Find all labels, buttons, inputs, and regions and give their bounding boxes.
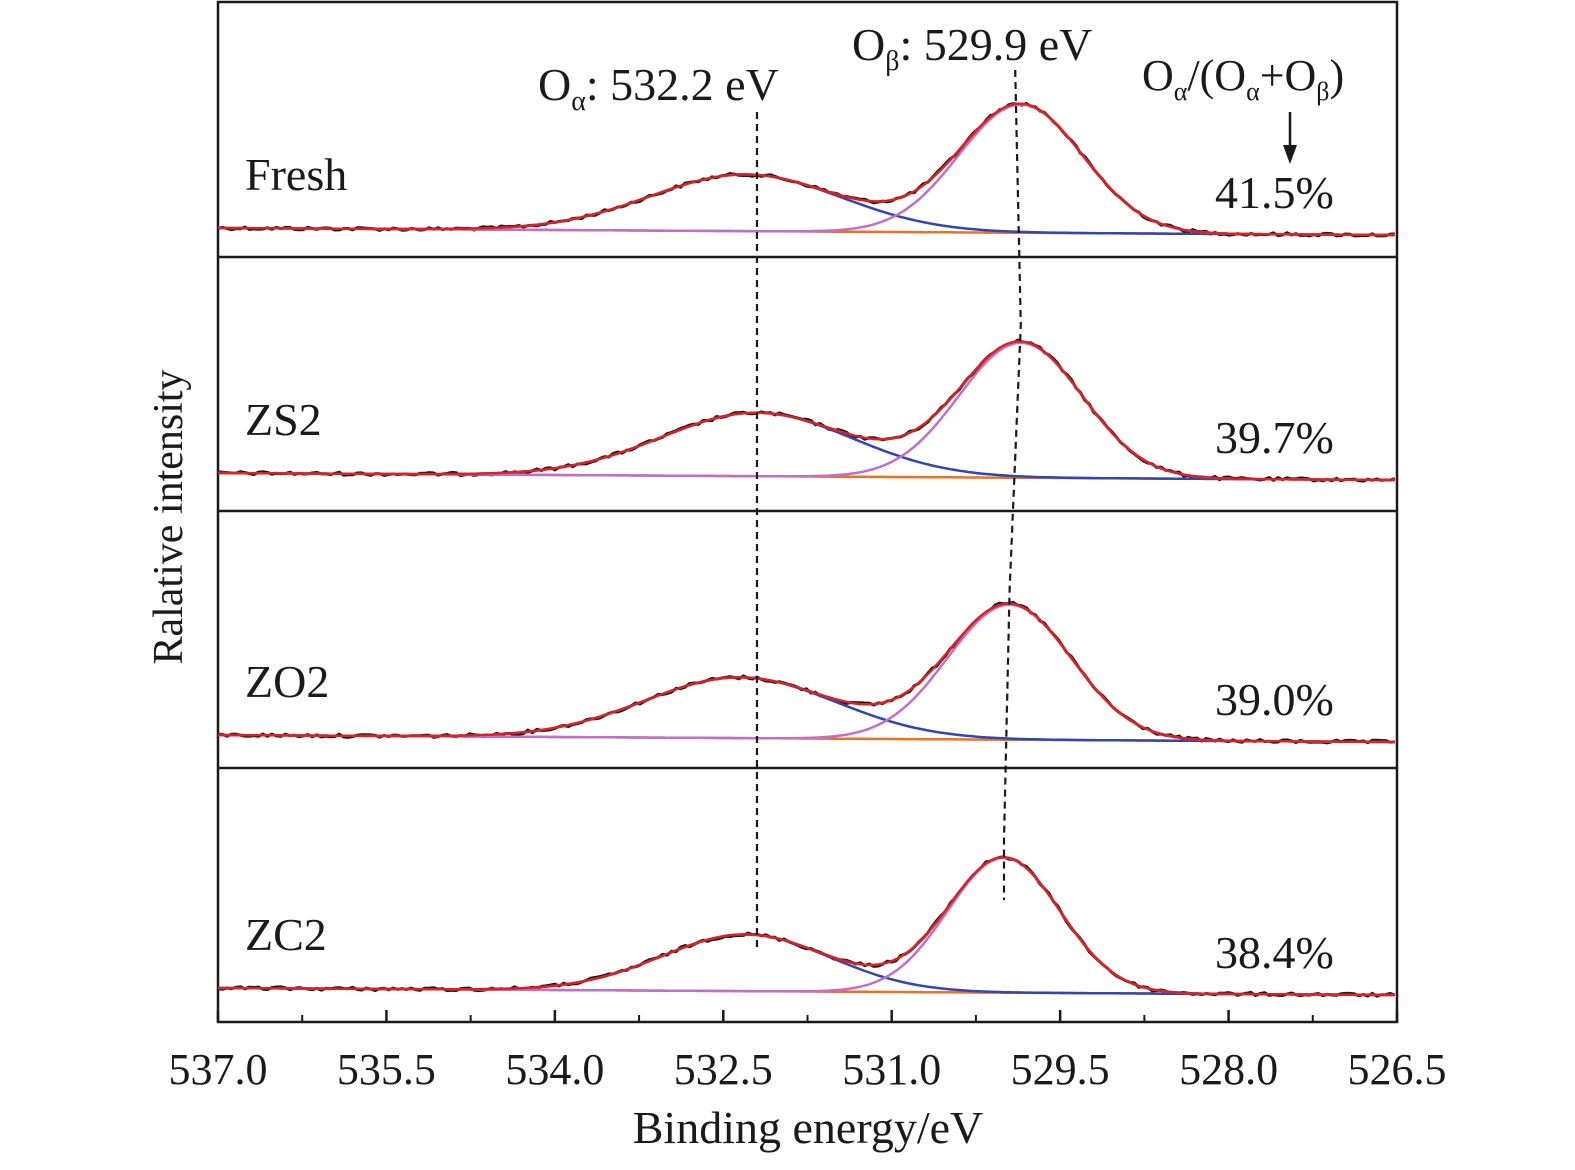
o-beta-symbol: O: [852, 19, 885, 70]
fitted-envelope-zc2: [218, 855, 1395, 997]
x-tick-label: 537.0: [169, 1045, 268, 1094]
x-tick-label: 529.5: [1011, 1045, 1110, 1094]
sample-label: ZC2: [245, 909, 327, 960]
y-axis-label: Ralative intensity: [146, 369, 192, 664]
x-tick-label: 531.0: [842, 1045, 941, 1094]
ratio-end: ): [1330, 51, 1345, 100]
sample-label: ZS2: [245, 394, 322, 445]
fitted-envelope-zs2: [218, 340, 1395, 482]
x-tick-label: 535.5: [337, 1045, 436, 1094]
oxygen-ratio-value: 39.7%: [1215, 412, 1334, 463]
fitted-envelope-zo2: [218, 602, 1395, 744]
ratio-s3: β: [1316, 77, 1329, 106]
o-beta-marker-line: [1002, 69, 1022, 900]
x-tick-label: 534.0: [505, 1045, 604, 1094]
ratio-s2: α: [1246, 77, 1260, 106]
o-beta-annotation: Oβ: 529.9 eV: [852, 19, 1092, 77]
ratio-header: Oα/(Oα+Oβ): [1142, 51, 1344, 106]
ratio-arrow: [1283, 112, 1297, 164]
o-alpha-value: : 532.2 eV: [586, 59, 779, 110]
ratio-s1: α: [1174, 77, 1188, 106]
oxygen-ratio-value: 41.5%: [1215, 167, 1334, 218]
x-tick-label: 528.0: [1179, 1045, 1278, 1094]
ratio-plus: +O: [1260, 51, 1317, 100]
oxygen-ratio-value: 39.0%: [1215, 674, 1334, 725]
sample-label: Fresh: [245, 149, 347, 200]
ratio-o1: O: [1142, 51, 1174, 100]
o-alpha-symbol: O: [538, 59, 571, 110]
o-beta-subscript: β: [885, 46, 899, 77]
o-alpha-subscript: α: [571, 86, 586, 117]
oxygen-ratio-value: 38.4%: [1215, 927, 1334, 978]
ratio-mid: /(O: [1187, 51, 1246, 100]
x-axis-label: Binding energy/eV: [633, 1102, 983, 1153]
sample-label: ZO2: [245, 656, 329, 707]
x-tick-label: 532.5: [674, 1045, 773, 1094]
o-beta-value: : 529.9 eV: [899, 19, 1092, 70]
o-alpha-annotation: Oα: 532.2 eV: [538, 59, 779, 117]
x-tick-label: 526.5: [1348, 1045, 1447, 1094]
fitted-envelope-fresh: [218, 102, 1395, 237]
